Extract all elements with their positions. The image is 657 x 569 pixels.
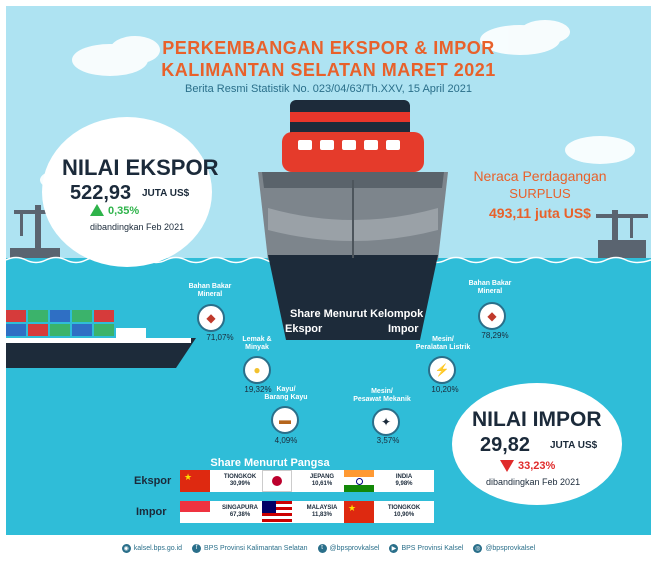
neraca-status: SURPLUS <box>509 186 571 201</box>
impor-item-2-label: Mesin/Peralatan Listrik <box>415 336 471 351</box>
down-arrow-icon <box>500 460 514 472</box>
china-flag-icon: ★ <box>344 501 374 523</box>
ekspor-change: 0,35% <box>108 205 140 217</box>
footer: ◉ kalsel.bps.go.id f BPS Provinsi Kalimant… <box>6 535 651 561</box>
ekspor-item-2-label: Lemak & Minyak <box>242 336 272 351</box>
ekspor-circle <box>42 117 212 267</box>
ekspor-item-1-value: 71,07% <box>206 333 234 342</box>
malaysia-flag-icon <box>262 501 292 523</box>
wood-log-icon: ▬ <box>271 406 299 434</box>
share-kelompok-ekspor-label: Ekspor <box>285 323 323 335</box>
impor-label: NILAI IMPOR <box>472 408 602 431</box>
footer-youtube[interactable]: ▶ BPS Provinsi Kalsel <box>389 543 463 553</box>
wrench-icon: ✦ <box>372 408 400 436</box>
twitter-icon: t <box>317 543 327 553</box>
share-kelompok-title: Share Menurut Kelompok <box>290 308 424 320</box>
electric-plug-icon: ⚡ <box>428 356 456 384</box>
globe-icon: ◉ <box>121 543 131 553</box>
impor-item-3-label: Mesin/Pesawat Mekanik <box>353 388 411 403</box>
ekspor-item-3-value: 4,09% <box>274 436 298 445</box>
neraca-value: 493,11 juta US$ <box>489 205 591 221</box>
ekspor-unit: JUTA US$ <box>142 188 190 199</box>
impor-item-3-value: 3,57% <box>376 436 400 445</box>
pangsa-ekspor-card-3: INDIA 9,98% <box>344 470 434 492</box>
footer-facebook[interactable]: f BPS Provinsi Kalimantan Selatan <box>192 543 308 553</box>
impor-circle <box>452 383 622 505</box>
youtube-icon: ▶ <box>389 543 399 553</box>
page-subtitle: Berita Resmi Statistik No. 023/04/63/Th.… <box>185 83 472 95</box>
china-flag-icon: ★ <box>180 470 210 492</box>
page-title-line2: KALIMANTAN SELATAN MARET 2021 <box>161 60 496 80</box>
footer-instagram[interactable]: ◎ @bpsprovkalsel <box>473 543 536 553</box>
impor-compare: dibandingkan Feb 2021 <box>486 477 581 487</box>
fuel-drop-icon: ◆ <box>197 304 225 332</box>
fuel-drop-icon: ◆ <box>478 302 506 330</box>
share-pangsa-title: Share Menurut Pangsa <box>210 457 330 469</box>
share-kelompok-impor-label: Impor <box>388 323 419 335</box>
pangsa-ekspor-card-1: ★ TIONGKOK 30,99% <box>180 470 270 492</box>
ekspor-item-2-value: 19,32% <box>244 385 272 394</box>
impor-change: 33,23% <box>518 460 556 472</box>
ekspor-value: 522,93 <box>70 182 132 204</box>
pangsa-ekspor-card-2: JEPANG 10,61% <box>262 470 352 492</box>
singapore-flag-icon <box>180 501 210 523</box>
pangsa-impor-label: Impor <box>136 506 167 518</box>
footer-twitter[interactable]: t @bpsprovkalsel <box>317 543 379 553</box>
impor-value: 29,82 <box>480 434 531 456</box>
japan-flag-icon <box>262 470 292 492</box>
ekspor-compare: dibandingkan Feb 2021 <box>90 222 185 232</box>
oil-bottle-icon: ● <box>243 356 271 384</box>
impor-item-1-label: Bahan Bakar Mineral <box>468 280 512 295</box>
footer-web[interactable]: ◉ kalsel.bps.go.id <box>121 543 183 553</box>
pangsa-impor-card-3: ★ TIONGKOK 10,90% <box>344 501 434 523</box>
facebook-icon: f <box>192 543 202 553</box>
ekspor-item-1-label: Bahan Bakar Mineral <box>188 283 232 298</box>
up-arrow-icon <box>90 204 104 216</box>
pangsa-impor-card-1: SINGAPURA 67,38% <box>180 501 270 523</box>
page-title-line1: PERKEMBANGAN EKSPOR & IMPOR <box>162 38 495 58</box>
ekspor-label: NILAI EKSPOR <box>62 155 219 180</box>
impor-unit: JUTA US$ <box>550 440 598 451</box>
pangsa-impor-card-2: MALAYSIA 11,83% <box>262 501 352 523</box>
pangsa-ekspor-label: Ekspor <box>134 475 172 487</box>
impor-item-2-value: 10,20% <box>431 385 459 394</box>
impor-item-1-value: 78,29% <box>481 331 509 340</box>
cargo-ship-icon <box>6 310 196 368</box>
neraca-label: Neraca Perdagangan <box>473 168 607 184</box>
right-crane-icon <box>596 210 648 260</box>
ekspor-item-3-label: Kayu/Barang Kayu <box>264 386 308 401</box>
india-flag-icon <box>344 470 374 492</box>
instagram-icon: ◎ <box>473 543 483 553</box>
